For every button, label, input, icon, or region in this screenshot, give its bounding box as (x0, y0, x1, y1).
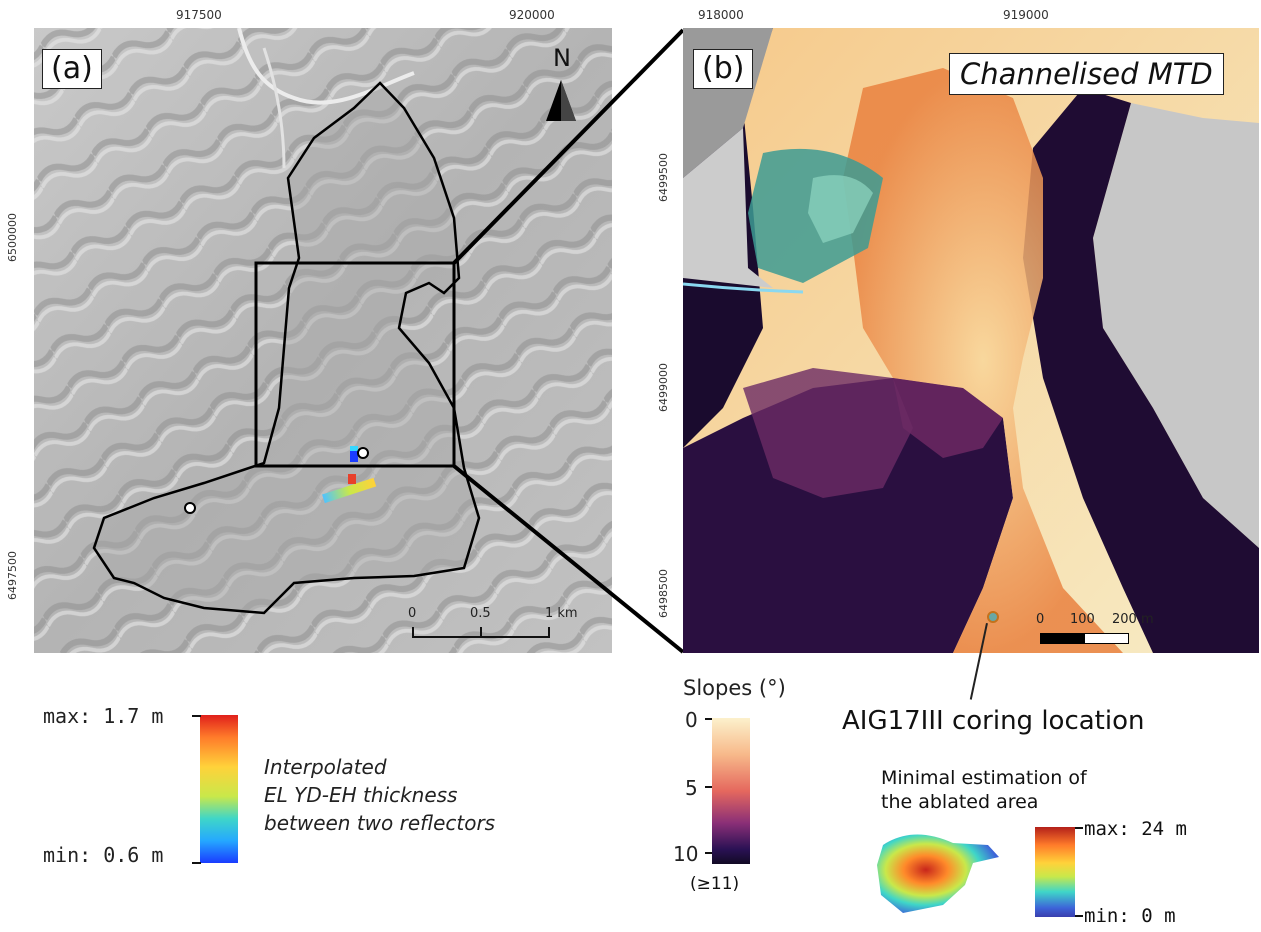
slopes-tick-5: 5 (685, 776, 698, 800)
panel-a-scale-05: 0.5 (470, 606, 491, 621)
ablation-title-1: Minimal estimation of (881, 767, 1087, 789)
thickness-desc-2: EL YD-EH thickness (264, 783, 458, 807)
panel-b-ytick-2: 6499000 (657, 363, 670, 412)
ablation-max-label: max: 24 m (1084, 818, 1187, 840)
thickness-min-label: min: 0.6 m (43, 843, 164, 867)
panel-b-label: (b) (693, 49, 754, 89)
scale-tick-1 (480, 627, 482, 638)
panel-b-map (683, 28, 1259, 653)
scale-tick-2 (548, 627, 550, 638)
panel-b-scale-100: 100 (1070, 612, 1095, 627)
ablation-title-2: the ablated area (881, 791, 1039, 813)
slopes-tickmark-5 (705, 786, 712, 788)
slopes-tick-10: 10 (673, 842, 699, 866)
panel-b-scale-200: 200 m (1112, 612, 1154, 627)
ablation-shape (877, 834, 999, 913)
panel-a-scale-1km: 1 km (545, 606, 578, 621)
panel-b-scale-bar-black (1040, 633, 1084, 644)
thickness-tick-max (192, 715, 201, 717)
coring-location-label: AIG17III coring location (842, 706, 1145, 736)
slopes-tickmark-10 (705, 852, 712, 854)
panel-a-label: (a) (42, 49, 102, 89)
panel-b-xtick-2: 919000 (1003, 8, 1049, 22)
panel-b-ytick-3: 6498500 (657, 569, 670, 618)
panel-b-ytick-1: 6499500 (657, 153, 670, 202)
ablation-tick-min (1075, 915, 1083, 917)
slopes-tickmark-0 (705, 718, 712, 720)
thickness-max-label: max: 1.7 m (43, 704, 164, 728)
slopes-title: Slopes (°) (683, 676, 786, 700)
scale-tick-0 (412, 627, 414, 638)
catchment-outline (92, 81, 481, 615)
slopes-tick-0: 0 (685, 708, 698, 732)
panel-a-xtick-1: 917500 (176, 8, 222, 22)
ablation-min-label: min: 0 m (1084, 905, 1176, 927)
panel-a-xtick-2: 920000 (509, 8, 555, 22)
thickness-desc-3: between two reflectors (264, 811, 496, 835)
thickness-desc-1: Interpolated (264, 755, 387, 779)
ablation-colorbar (1035, 827, 1075, 917)
panel-a-map (34, 28, 612, 653)
slopes-colorbar (712, 718, 750, 864)
panel-b-title: Channelised MTD (949, 53, 1224, 95)
thickness-colorbar (200, 715, 238, 863)
panel-b-xtick-1: 918000 (698, 8, 744, 22)
ablation-tick-max (1075, 827, 1083, 829)
panel-b-scale-0: 0 (1036, 612, 1045, 627)
north-arrow-label: N (553, 44, 571, 72)
thickness-tick-min (192, 862, 201, 864)
panel-a-scale-0: 0 (408, 606, 417, 621)
slopes-overflow: (≥11) (690, 874, 740, 894)
panel-b-scale-bar-white (1084, 633, 1129, 644)
